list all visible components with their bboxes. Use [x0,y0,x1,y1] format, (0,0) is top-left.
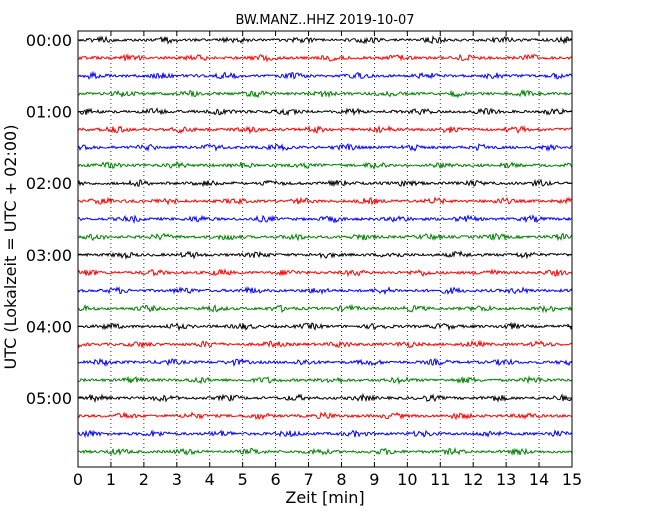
seismic-trace-line [77,232,573,242]
seismic-trace-line [77,321,573,332]
seismic-trace-line [77,89,573,99]
x-tick-label: 15 [562,470,582,489]
x-gridlines [110,31,540,467]
x-tick-label: 8 [336,470,346,489]
seismic-trace-line [77,178,573,188]
seismic-traces [77,35,573,456]
y-tick-label: 01:00 [26,103,72,122]
x-tick-label: 2 [139,470,149,489]
seismic-trace-line [77,446,573,456]
seismic-trace-line [77,35,573,45]
x-tick-label: 4 [205,470,215,489]
y-axis-ticks: 00:00 01:00 02:00 03:00 04:00 05:00 [26,31,572,408]
x-tick-label: 14 [529,470,549,489]
x-tick-label: 6 [271,470,281,489]
y-tick-label: 02:00 [26,174,72,193]
seismic-trace-line [77,250,573,260]
x-tick-label: 5 [238,470,248,489]
x-tick-label: 10 [397,470,417,489]
seismic-trace-line [77,214,573,225]
seismic-trace-line [77,303,573,314]
seismic-trace-line [77,375,573,386]
y-axis-label: UTC (Lokalzeit = UTC + 02:00) [1,125,20,370]
seismic-trace-line [77,143,573,153]
x-tick-label: 11 [430,470,450,489]
x-tick-label: 12 [463,470,483,489]
seismic-trace-line [77,53,573,63]
seismic-trace-line [77,392,573,404]
y-tick-label: 05:00 [26,389,72,408]
seismic-trace-line [77,429,573,439]
x-axis-ticks: 0 1 2 3 4 5 6 7 8 9 10 11 12 13 14 15 [73,31,582,489]
seismic-trace-line [77,339,573,349]
seismic-trace-line [77,411,573,421]
y-tick-label: 03:00 [26,246,72,265]
x-axis-label: Zeit [min] [285,488,364,507]
seismic-trace-line [77,286,573,296]
seismic-trace-line [77,357,573,368]
x-tick-label: 0 [73,470,83,489]
x-tick-label: 13 [496,470,516,489]
y-tick-label: 04:00 [26,317,72,336]
x-tick-label: 9 [369,470,379,489]
plot-frame [77,30,573,468]
seismic-trace-line [77,196,573,206]
x-tick-label: 3 [172,470,182,489]
x-tick-label: 1 [106,470,116,489]
seismic-trace-line [77,107,573,117]
seismic-trace-line [77,268,573,278]
seismic-trace-line [77,160,573,171]
seismic-trace-line [77,70,573,80]
y-tick-label: 00:00 [26,31,72,50]
x-tick-label: 7 [303,470,313,489]
chart-title: BW.MANZ..HHZ 2019-10-07 [235,13,414,28]
seismic-trace-line [77,124,573,135]
